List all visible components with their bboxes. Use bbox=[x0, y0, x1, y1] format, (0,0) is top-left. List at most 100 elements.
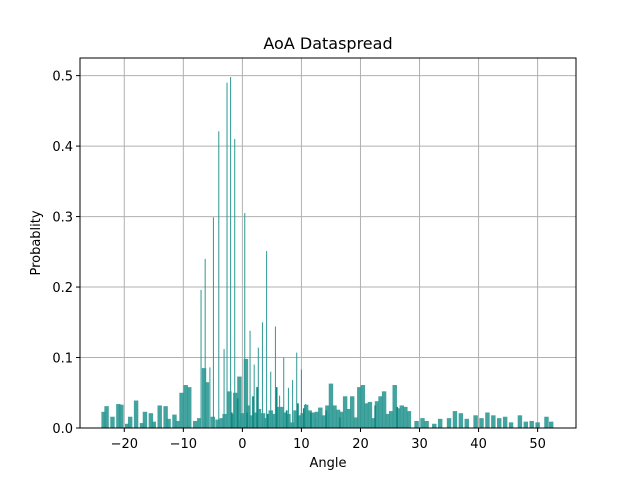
y-axis-label: Probablity bbox=[29, 210, 44, 275]
bar bbox=[374, 405, 377, 428]
bar bbox=[285, 410, 288, 428]
bar bbox=[458, 413, 464, 428]
bars bbox=[101, 77, 554, 429]
bar bbox=[104, 406, 109, 428]
y-tick-label: 0.2 bbox=[52, 281, 73, 296]
bar bbox=[302, 408, 305, 428]
bar bbox=[353, 417, 358, 428]
bar bbox=[201, 368, 207, 428]
bar bbox=[432, 423, 437, 428]
bar bbox=[230, 413, 236, 428]
bar bbox=[282, 412, 288, 428]
bar bbox=[204, 258, 206, 428]
bar bbox=[502, 416, 508, 428]
bar bbox=[388, 411, 394, 428]
bar bbox=[230, 412, 233, 428]
bar bbox=[244, 213, 246, 428]
bar bbox=[151, 421, 157, 428]
bar bbox=[485, 412, 490, 428]
y-tick-label: 0.5 bbox=[52, 70, 73, 85]
bar bbox=[396, 408, 401, 428]
bar bbox=[157, 405, 162, 428]
bar bbox=[378, 396, 383, 428]
bar bbox=[303, 404, 309, 428]
bar bbox=[142, 411, 148, 428]
bar bbox=[256, 408, 262, 428]
bar bbox=[309, 412, 312, 428]
bar bbox=[266, 251, 268, 428]
bar bbox=[548, 421, 554, 428]
bar bbox=[321, 415, 327, 428]
bar bbox=[237, 376, 242, 428]
grid-lines bbox=[80, 58, 576, 429]
bar bbox=[252, 396, 254, 428]
x-tick-label: 0 bbox=[238, 437, 246, 452]
y-tick-label: 0.4 bbox=[52, 140, 73, 155]
axes-frame bbox=[79, 57, 577, 429]
bar bbox=[464, 418, 469, 428]
bar bbox=[163, 406, 168, 428]
bar bbox=[218, 131, 220, 429]
bar bbox=[246, 412, 248, 428]
bar bbox=[311, 412, 316, 428]
bar bbox=[212, 217, 214, 428]
x-tick-label: 10 bbox=[293, 437, 310, 452]
bar bbox=[406, 411, 412, 428]
bar bbox=[446, 418, 452, 428]
bar bbox=[452, 411, 458, 428]
y-tick-label: 0.0 bbox=[52, 422, 73, 437]
bar bbox=[392, 385, 397, 428]
bar bbox=[256, 387, 259, 428]
bar bbox=[307, 410, 312, 428]
bar bbox=[279, 406, 284, 428]
bar bbox=[272, 413, 277, 428]
bar bbox=[183, 385, 188, 428]
bar bbox=[300, 369, 302, 428]
chart-title: AoA Dataspread bbox=[263, 34, 392, 53]
bar bbox=[209, 367, 211, 428]
bar bbox=[101, 411, 106, 428]
bar bbox=[253, 364, 255, 428]
bar bbox=[166, 418, 171, 428]
bar bbox=[110, 416, 115, 428]
bar bbox=[328, 383, 334, 428]
x-tick-label: 30 bbox=[411, 437, 428, 452]
bar bbox=[249, 330, 251, 428]
x-axis-label: Angle bbox=[310, 456, 347, 471]
bar bbox=[266, 413, 269, 428]
bar bbox=[403, 406, 408, 428]
bar bbox=[396, 406, 398, 428]
x-tick-label: 20 bbox=[352, 437, 369, 452]
bar bbox=[243, 358, 249, 428]
bar bbox=[374, 401, 380, 428]
bar bbox=[119, 404, 124, 428]
bar bbox=[139, 423, 145, 428]
bar bbox=[473, 415, 478, 428]
bar bbox=[338, 417, 341, 428]
bar bbox=[437, 418, 443, 428]
bar bbox=[257, 347, 259, 428]
bar bbox=[279, 395, 281, 428]
bar bbox=[367, 401, 373, 428]
bar bbox=[325, 410, 328, 428]
bar bbox=[233, 392, 238, 428]
bar bbox=[491, 415, 496, 428]
x-tick-label: 50 bbox=[529, 437, 546, 452]
bar bbox=[315, 418, 317, 428]
bar bbox=[116, 404, 121, 428]
bar bbox=[240, 413, 245, 428]
bar bbox=[349, 396, 355, 428]
bar bbox=[223, 349, 225, 428]
bar bbox=[234, 139, 236, 429]
bar bbox=[175, 420, 180, 428]
bar bbox=[297, 403, 299, 428]
bar bbox=[263, 418, 269, 428]
bar bbox=[204, 382, 210, 428]
y-axis-ticks: 0.0 0.1 0.2 0.3 0.4 0.5 bbox=[52, 70, 80, 437]
bar bbox=[424, 420, 429, 428]
bar bbox=[346, 408, 351, 428]
bar bbox=[125, 423, 130, 428]
bar bbox=[236, 398, 239, 428]
bar bbox=[535, 422, 540, 428]
bar bbox=[364, 403, 369, 428]
